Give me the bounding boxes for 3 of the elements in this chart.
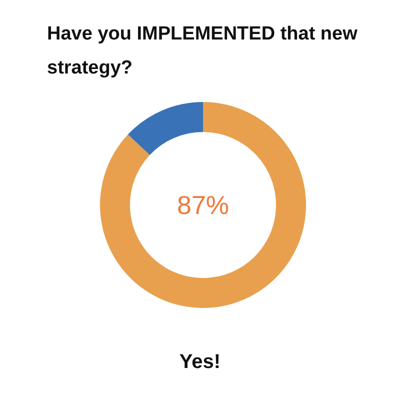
data-label: 87% [176,190,230,220]
chart-title: Have you IMPLEMENTED that new strategy? [47,24,363,78]
slice-label: Yes! [179,351,221,373]
